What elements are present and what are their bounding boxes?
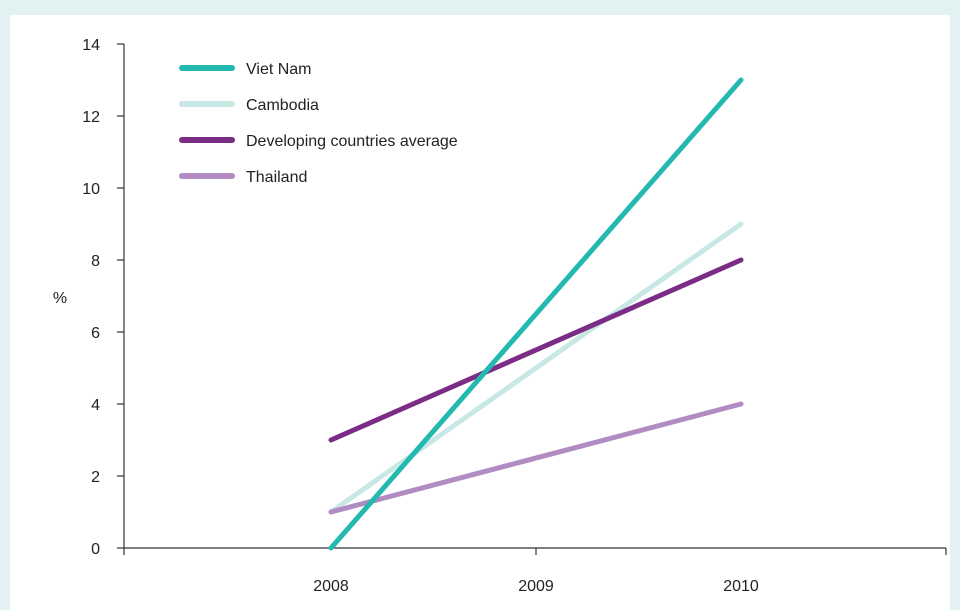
series-line-viet-nam bbox=[328, 77, 744, 551]
series-lines bbox=[328, 77, 744, 551]
series-line-thailand bbox=[328, 401, 744, 515]
axes bbox=[123, 44, 946, 549]
y-tick-label: 6 bbox=[91, 325, 100, 342]
y-tick-label: 10 bbox=[82, 181, 100, 198]
legend: Viet Nam Cambodia Developing countries ave… bbox=[179, 61, 458, 186]
x-tick-label: 2008 bbox=[313, 578, 349, 595]
series-line-cambodia bbox=[328, 221, 744, 515]
y-tick-label: 8 bbox=[91, 253, 100, 270]
y-tick-label: 2 bbox=[91, 469, 100, 486]
y-tick-label: 14 bbox=[82, 37, 100, 54]
legend-label: Cambodia bbox=[246, 97, 319, 114]
chart-panel bbox=[10, 15, 950, 610]
x-tick-label: 2010 bbox=[723, 578, 759, 595]
y-ticks: 0 2 4 6 8 10 12 14 bbox=[82, 37, 124, 558]
legend-label: Viet Nam bbox=[246, 61, 312, 78]
x-tick-label: 2009 bbox=[518, 578, 554, 595]
y-tick-label: 0 bbox=[91, 541, 100, 558]
legend-label: Developing countries average bbox=[246, 133, 458, 150]
y-tick-label: 4 bbox=[91, 397, 100, 414]
y-tick-label: 12 bbox=[82, 109, 100, 126]
y-axis-label: % bbox=[53, 290, 67, 307]
x-ticks: 2008 2009 2010 bbox=[123, 548, 947, 595]
legend-label: Thailand bbox=[246, 169, 307, 186]
series-line-developing-countries-average bbox=[328, 257, 744, 443]
